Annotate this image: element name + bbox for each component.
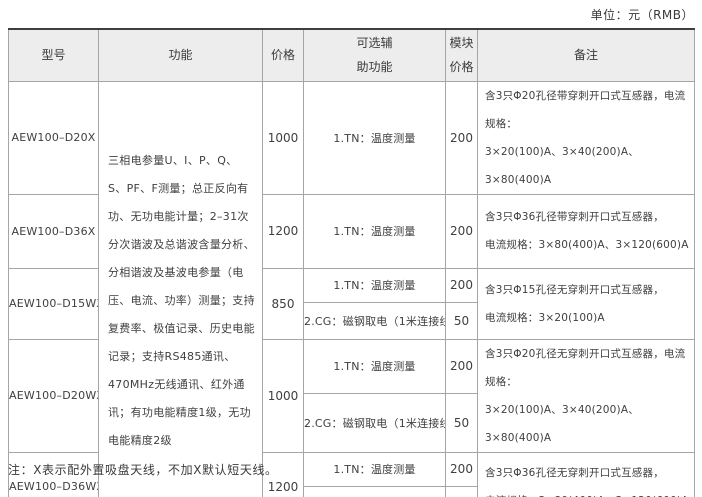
price-table: 型号 功能 价格 可选辅 助功能 模块 价格 备注 AEW100–D20X 三相… <box>8 28 695 497</box>
aux-label-cell: 1.TN：温度测量 <box>303 338 446 394</box>
aux-label-cell: 1.TN：温度测量 <box>303 451 446 487</box>
unit-label: 单位：元（RMB） <box>590 8 694 22</box>
remark-cell: 含3只Φ15孔径无穿刺开口式互感器， 电流规格：3×20(100)A <box>477 267 695 340</box>
table-row: AEW100–D36WX 1200 1.TN：温度测量 200 含3只Φ36孔径… <box>8 451 695 497</box>
price-cell: 1200 <box>262 193 304 269</box>
model-cell: AEW100–D36WX <box>8 451 99 497</box>
header-module-price: 模块 价格 <box>445 28 478 82</box>
table-row: AEW100–D20X 三相电参量U、I、P、Q、 S、PF、F测量；总正反向有… <box>8 80 695 497</box>
module-price-cell: 50 <box>445 392 478 453</box>
remark-cell: 含3只Φ36孔径无穿刺开口式互感器， 电流规格：3×80(400)A、3×120… <box>477 451 695 497</box>
table-header-row: 型号 功能 价格 可选辅 助功能 模块 价格 备注 <box>8 28 695 82</box>
header-function: 功能 <box>98 28 263 82</box>
table-row: AEW100–D36X 1200 1.TN：温度测量 200 含3只Φ36孔径带… <box>8 193 695 269</box>
module-price-cell: 200 <box>445 193 478 269</box>
module-price-cell: 200 <box>445 338 478 394</box>
model-cell: AEW100–D15WX <box>8 267 99 340</box>
model-cell: AEW100–D36X <box>8 193 99 269</box>
footnote: 注：X表示配外置吸盘天线，不加X默认短天线。 <box>8 463 278 477</box>
module-price-cell: 200 <box>445 80 478 195</box>
remark-cell: 含3只Φ20孔径无穿刺开口式互感器，电流规格： 3×20(100)A、3×40(… <box>477 338 695 453</box>
header-model: 型号 <box>8 28 99 82</box>
model-cell: AEW100–D20X <box>8 80 99 195</box>
aux-label-cell: 1.TN：温度测量 <box>303 193 446 269</box>
aux-label-cell: 2.CG：磁钢取电（1米连接线） <box>303 485 446 497</box>
price-cell: 1000 <box>262 80 304 195</box>
aux-label-cell: 1.TN：温度测量 <box>303 267 446 303</box>
price-cell: 1200 <box>262 451 304 497</box>
aux-label-cell: 2.CG：磁钢取电（1米连接线） <box>303 301 446 340</box>
table-subrow: 2.CG：磁钢取电（1米连接线） 50 <box>9 392 695 453</box>
aux-label-cell: 1.TN：温度测量 <box>303 80 446 195</box>
header-remark: 备注 <box>477 28 695 82</box>
module-price-cell: 200 <box>445 451 478 487</box>
table-row: AEW100–D20WX 1000 1.TN：温度测量 200 含3只Φ20孔径… <box>8 338 695 453</box>
remark-cell: 含3只Φ36孔径带穿刺开口式互感器， 电流规格：3×80(400)A、3×120… <box>477 193 695 269</box>
remark-cell: 含3只Φ20孔径带穿刺开口式互感器，电流规格： 3×20(100)A、3×40(… <box>477 80 695 195</box>
function-cell: 三相电参量U、I、P、Q、 S、PF、F测量；总正反向有 功、无功电能计量；2–… <box>98 80 263 497</box>
module-price-cell: 50 <box>445 301 478 340</box>
price-cell: 1000 <box>262 338 304 453</box>
model-cell: AEW100–D20WX <box>8 338 99 453</box>
header-price: 价格 <box>262 28 304 82</box>
header-aux: 可选辅 助功能 <box>303 28 446 82</box>
module-price-cell: 200 <box>445 267 478 303</box>
price-cell: 850 <box>262 267 304 340</box>
table-row: AEW100–D15WX 850 1.TN：温度测量 200 含3只Φ15孔径无… <box>8 267 695 340</box>
aux-label-cell: 2.CG：磁钢取电（1米连接线） <box>303 392 446 453</box>
module-price-cell: 50 <box>445 485 478 497</box>
